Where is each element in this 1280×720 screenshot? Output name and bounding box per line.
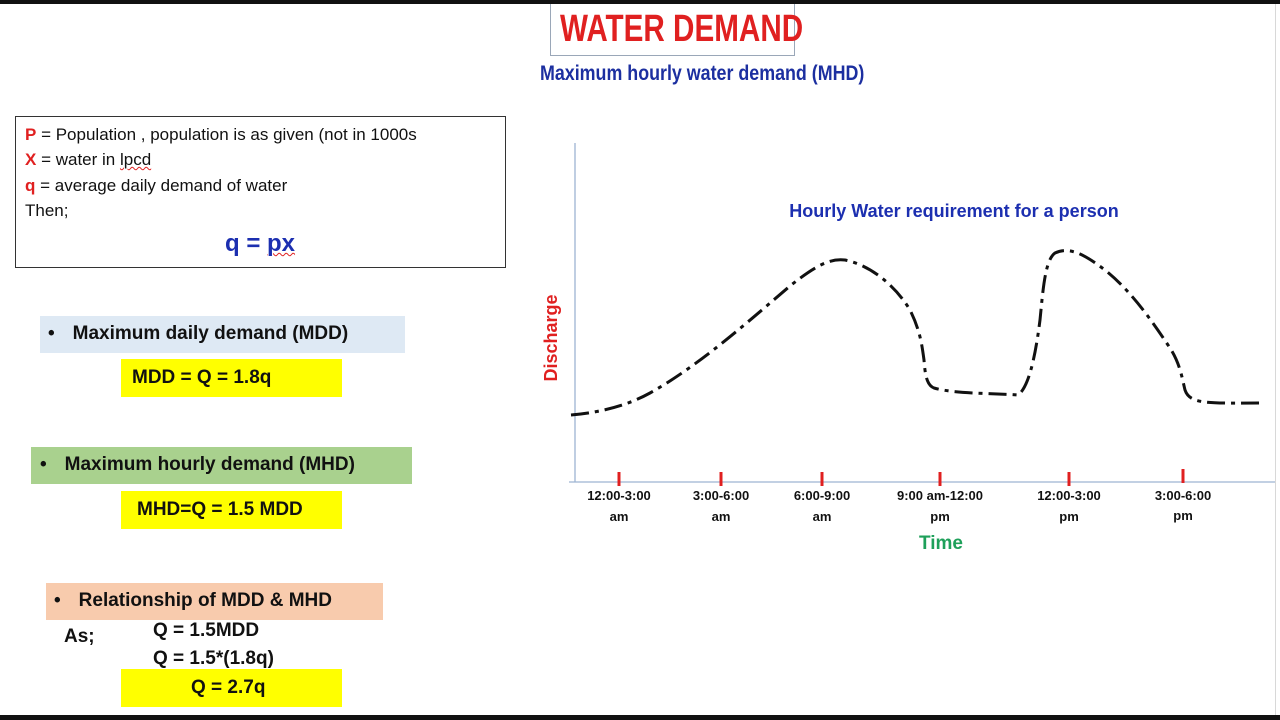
x-tick-label: pm <box>1059 509 1079 524</box>
x-tick-label: am <box>813 509 832 524</box>
demand-curve <box>570 249 1263 417</box>
x-axis-label: Time <box>919 533 963 554</box>
mhd-formula: MHD=Q = 1.5 MDD <box>121 491 342 529</box>
definition-p-text: = Population , population is as given (n… <box>36 125 417 144</box>
symbol-q: q <box>25 176 36 195</box>
x-tick-label: am <box>610 509 629 524</box>
definition-x-unit: lpcd <box>119 150 152 169</box>
bullet: • <box>48 323 55 344</box>
y-axis-label: Discharge <box>541 294 561 381</box>
title-frame <box>550 4 795 56</box>
slide-title: WATER DEMAND <box>560 8 804 50</box>
definition-p: P = Population , population is as given … <box>25 125 417 145</box>
x-tick-label: 12:00-3:00 <box>1037 488 1101 503</box>
formula-rhs: px <box>267 230 296 257</box>
relationship-heading-text: Relationship of MDD & MHD <box>78 590 332 611</box>
x-tick-label: pm <box>930 509 950 524</box>
mhd-heading-text: Maximum hourly demand (MHD) <box>64 454 355 475</box>
chart-title: Hourly Water requirement for a person <box>789 201 1118 221</box>
mdd-heading: • Maximum daily demand (MDD) <box>40 316 405 353</box>
relationship-line-2: Q = 1.5*(1.8q) <box>153 648 274 669</box>
bullet: • <box>54 590 61 611</box>
definition-q-text: = average daily demand of water <box>35 176 288 195</box>
x-tick-label: 3:00-6:00 <box>693 488 749 503</box>
definition-then: Then; <box>25 201 69 220</box>
bullet: • <box>40 454 47 475</box>
x-tick-label: pm <box>1173 508 1193 523</box>
top-border <box>0 0 1280 4</box>
relationship-result: Q = 2.7q <box>121 669 342 707</box>
formula-q-equals-px: q = px <box>225 230 295 258</box>
x-tick-label: 12:00-3:00 <box>587 488 651 503</box>
definition-x-text: = water in <box>36 150 120 169</box>
relationship-line-1: Q = 1.5MDD <box>153 620 260 641</box>
symbol-p: P <box>25 125 37 144</box>
slide-subtitle: Maximum hourly water demand (MHD) <box>540 62 865 85</box>
definitions-box <box>15 116 506 268</box>
bottom-border <box>0 715 1280 720</box>
definition-x: X = water in lpcd <box>25 150 151 170</box>
slide-right-edge <box>1275 4 1276 715</box>
x-tick-label: 9:00 am-12:00 <box>897 488 983 503</box>
x-tick-label: 3:00-6:00 <box>1155 488 1211 503</box>
mhd-heading: • Maximum hourly demand (MHD) <box>31 447 412 484</box>
symbol-x: X <box>25 150 37 169</box>
mdd-heading-text: Maximum daily demand (MDD) <box>72 323 349 344</box>
formula-lhs: q = <box>225 230 268 257</box>
definition-q: q = average daily demand of water <box>25 176 287 196</box>
as-label: As; <box>64 626 95 647</box>
x-tick-label: 6:00-9:00 <box>794 488 850 503</box>
mdd-formula: MDD = Q = 1.8q <box>121 359 342 397</box>
x-tick-label: am <box>712 509 731 524</box>
relationship-heading: • Relationship of MDD & MHD <box>46 583 383 620</box>
